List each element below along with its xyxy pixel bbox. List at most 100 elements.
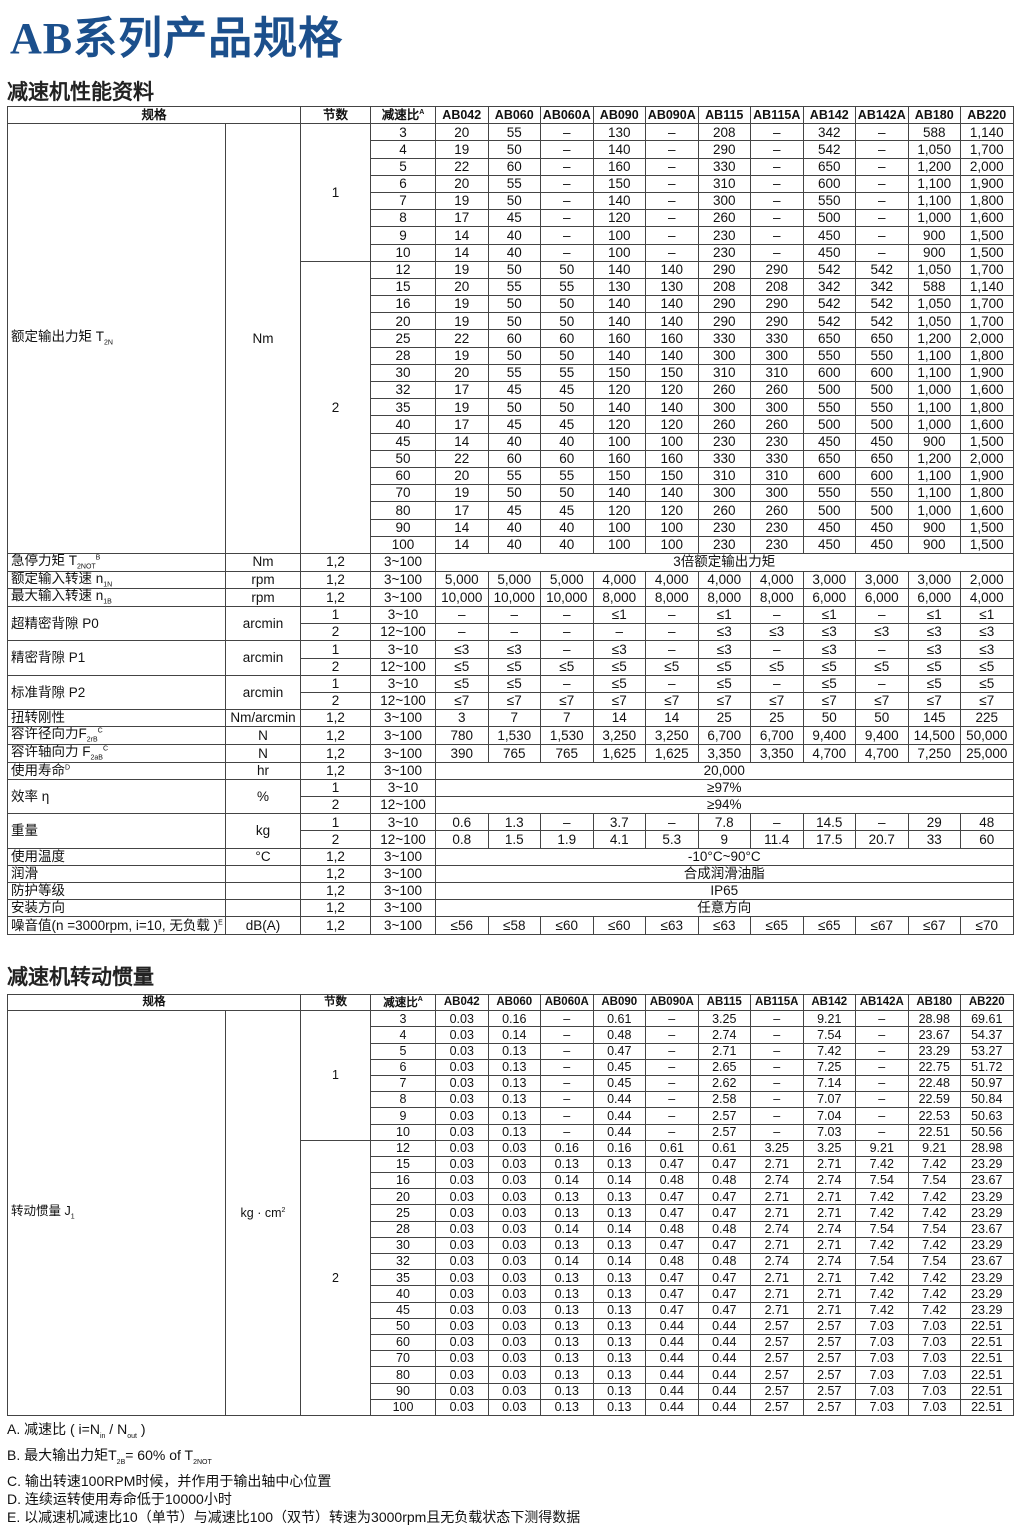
value-cell: 500 (802, 501, 857, 520)
header-ratio-sup: A (419, 108, 425, 116)
value-cell: – (540, 640, 594, 659)
header-row: 规格 节数 减速比A AB042 AB060 AB060A AB090 AB090A AB115… (6, 105, 1014, 125)
value-cell: ≤65 (802, 916, 857, 935)
spec-label: 扭转刚性 (7, 709, 226, 728)
stage-cell: 1 (300, 813, 372, 832)
value-cell: 500 (855, 380, 909, 400)
value-cell: 1,050 (907, 295, 962, 314)
value-cell: 550 (802, 346, 857, 365)
stage-cell: 1,2 (300, 588, 372, 607)
ratio-cell: 5 (370, 1042, 436, 1060)
value-cell: 0.47 (697, 1301, 751, 1319)
ratio-cell: 25 (370, 329, 437, 348)
value-cell: 300 (697, 191, 752, 211)
table-row: 40 17 45 45 120 120 260 260 500 500 1,000 1,600 (8, 415, 1014, 434)
value-cell: 0.13 (540, 1188, 594, 1206)
table-row: 10 0.03 0.13–0.44–2.57–7.03–22.51 50.56 (8, 1123, 1014, 1141)
value-cell: 260 (750, 501, 804, 520)
value-cell: 120 (592, 501, 647, 520)
value-cell: 0.61 (592, 1010, 646, 1028)
value-cell: 4,700 (855, 743, 909, 763)
spec-label: 标准背隙 P2 (7, 674, 226, 711)
value-cell: 160 (592, 329, 647, 348)
ratio-cell: 3~10 (370, 605, 437, 625)
ratio-cell: 3~10 (370, 778, 437, 798)
value-cell: 650 (802, 329, 857, 348)
value-cell: 2.74 (802, 1172, 856, 1190)
stage-cell: 1,2 (300, 881, 372, 901)
page-title: AB系列产品规格 (10, 14, 344, 63)
value-cell: 60 (960, 830, 1014, 849)
value-cell: 0.03 (435, 1042, 489, 1060)
value-cell: – (645, 1123, 699, 1141)
ratio-cell: 12~100 (370, 795, 437, 815)
value-cell: 550 (802, 191, 857, 211)
ratio-cell: 90 (370, 518, 437, 537)
spec-label: 使用温度 (7, 847, 226, 866)
table-row: 28 0.03 0.03 0.14 0.14 0.48 0.48 2.74 2.74 7.54 7.… (8, 1220, 1014, 1238)
value-cell: 0.44 (645, 1366, 699, 1384)
value-cell: 40 (487, 518, 542, 537)
spec-unit-text: Nm (252, 330, 274, 346)
value-cell: ≤7 (487, 691, 542, 711)
value-cell: ≤5 (435, 674, 489, 693)
value-cell: 0.03 (435, 1026, 489, 1044)
header-model: AB180 (907, 993, 961, 1012)
value-cell: 2.57 (697, 1107, 751, 1125)
table-row: 90 14 40 40 100 100 230 230 450 450 900 1,500 (8, 518, 1014, 537)
ratio-cell: 12~100 (370, 691, 437, 711)
value-cell: 22 (435, 157, 489, 176)
value-cell: 450 (802, 243, 857, 262)
value-cell: 3.25 (750, 1139, 804, 1157)
value-cell: 8,000 (697, 588, 752, 607)
value-cell: ≤5 (907, 674, 962, 693)
ratio-cell: 3~10 (370, 674, 437, 693)
value-cell: 3.7 (592, 813, 647, 832)
value-cell: 130 (592, 123, 647, 142)
value-cell: 780 (435, 726, 489, 745)
value-cell: 0.13 (540, 1301, 594, 1319)
value-cell: 50 (487, 484, 542, 503)
value-cell: 23.29 (960, 1301, 1014, 1319)
value-cell: – (487, 605, 542, 625)
value-cell: 23.67 (960, 1220, 1014, 1238)
header-model: AB142 (802, 993, 856, 1012)
spec-label: 重量 (7, 813, 226, 849)
value-cell: 900 (907, 535, 962, 554)
value-cell: 3,250 (645, 726, 699, 745)
value-cell: 2.57 (802, 1333, 856, 1352)
value-cell: 500 (802, 380, 857, 400)
ratio-cell: 12~100 (370, 623, 437, 642)
spec-label-sub: 2aB (90, 754, 103, 762)
value-cell: ≤3 (907, 640, 962, 659)
value-cell: – (645, 140, 699, 159)
value-cell: 230 (697, 535, 752, 554)
value-cell: – (645, 123, 699, 142)
value-cell: 2,000 (960, 329, 1014, 348)
value-cell: 0.44 (697, 1366, 751, 1384)
value-cell: 500 (802, 415, 857, 434)
value-cell: 0.13 (592, 1333, 646, 1352)
footnotes: A. 减速比 ( i=Nin / Nout ) B. 最大输出力矩T2B= 60… (7, 1420, 580, 1526)
value-cell: ≤67 (907, 916, 962, 935)
value-cell: 8,000 (645, 588, 699, 607)
value-cell: 140 (645, 484, 699, 503)
value-cell: 230 (750, 518, 804, 537)
value-cell: 55 (487, 174, 542, 193)
spec-label: 使用寿命D (7, 761, 226, 780)
value-cell: – (855, 157, 909, 176)
value-cell: 20 (435, 277, 489, 297)
table-row: 2 12~100 0.8 1.5 1.9 4.1 5.3 9 11.4 17.5 20.7 33 60 (8, 830, 1014, 849)
value-cell: 450 (802, 432, 857, 451)
value-cell: 9,400 (855, 726, 909, 745)
value-cell: 9,400 (802, 726, 857, 745)
value-cell: 140 (592, 398, 647, 417)
merged-value-cell: 20,000 (435, 761, 1014, 780)
merged-value-cell: 合成润滑油脂 (435, 864, 1014, 883)
header-spec: 规格 (7, 993, 301, 1012)
value-cell: 0.47 (697, 1155, 751, 1174)
spec-label-text: 使用寿命 (11, 762, 65, 778)
value-cell: 0.03 (487, 1350, 541, 1368)
value-cell: 260 (697, 501, 752, 520)
value-cell: 310 (750, 363, 804, 383)
